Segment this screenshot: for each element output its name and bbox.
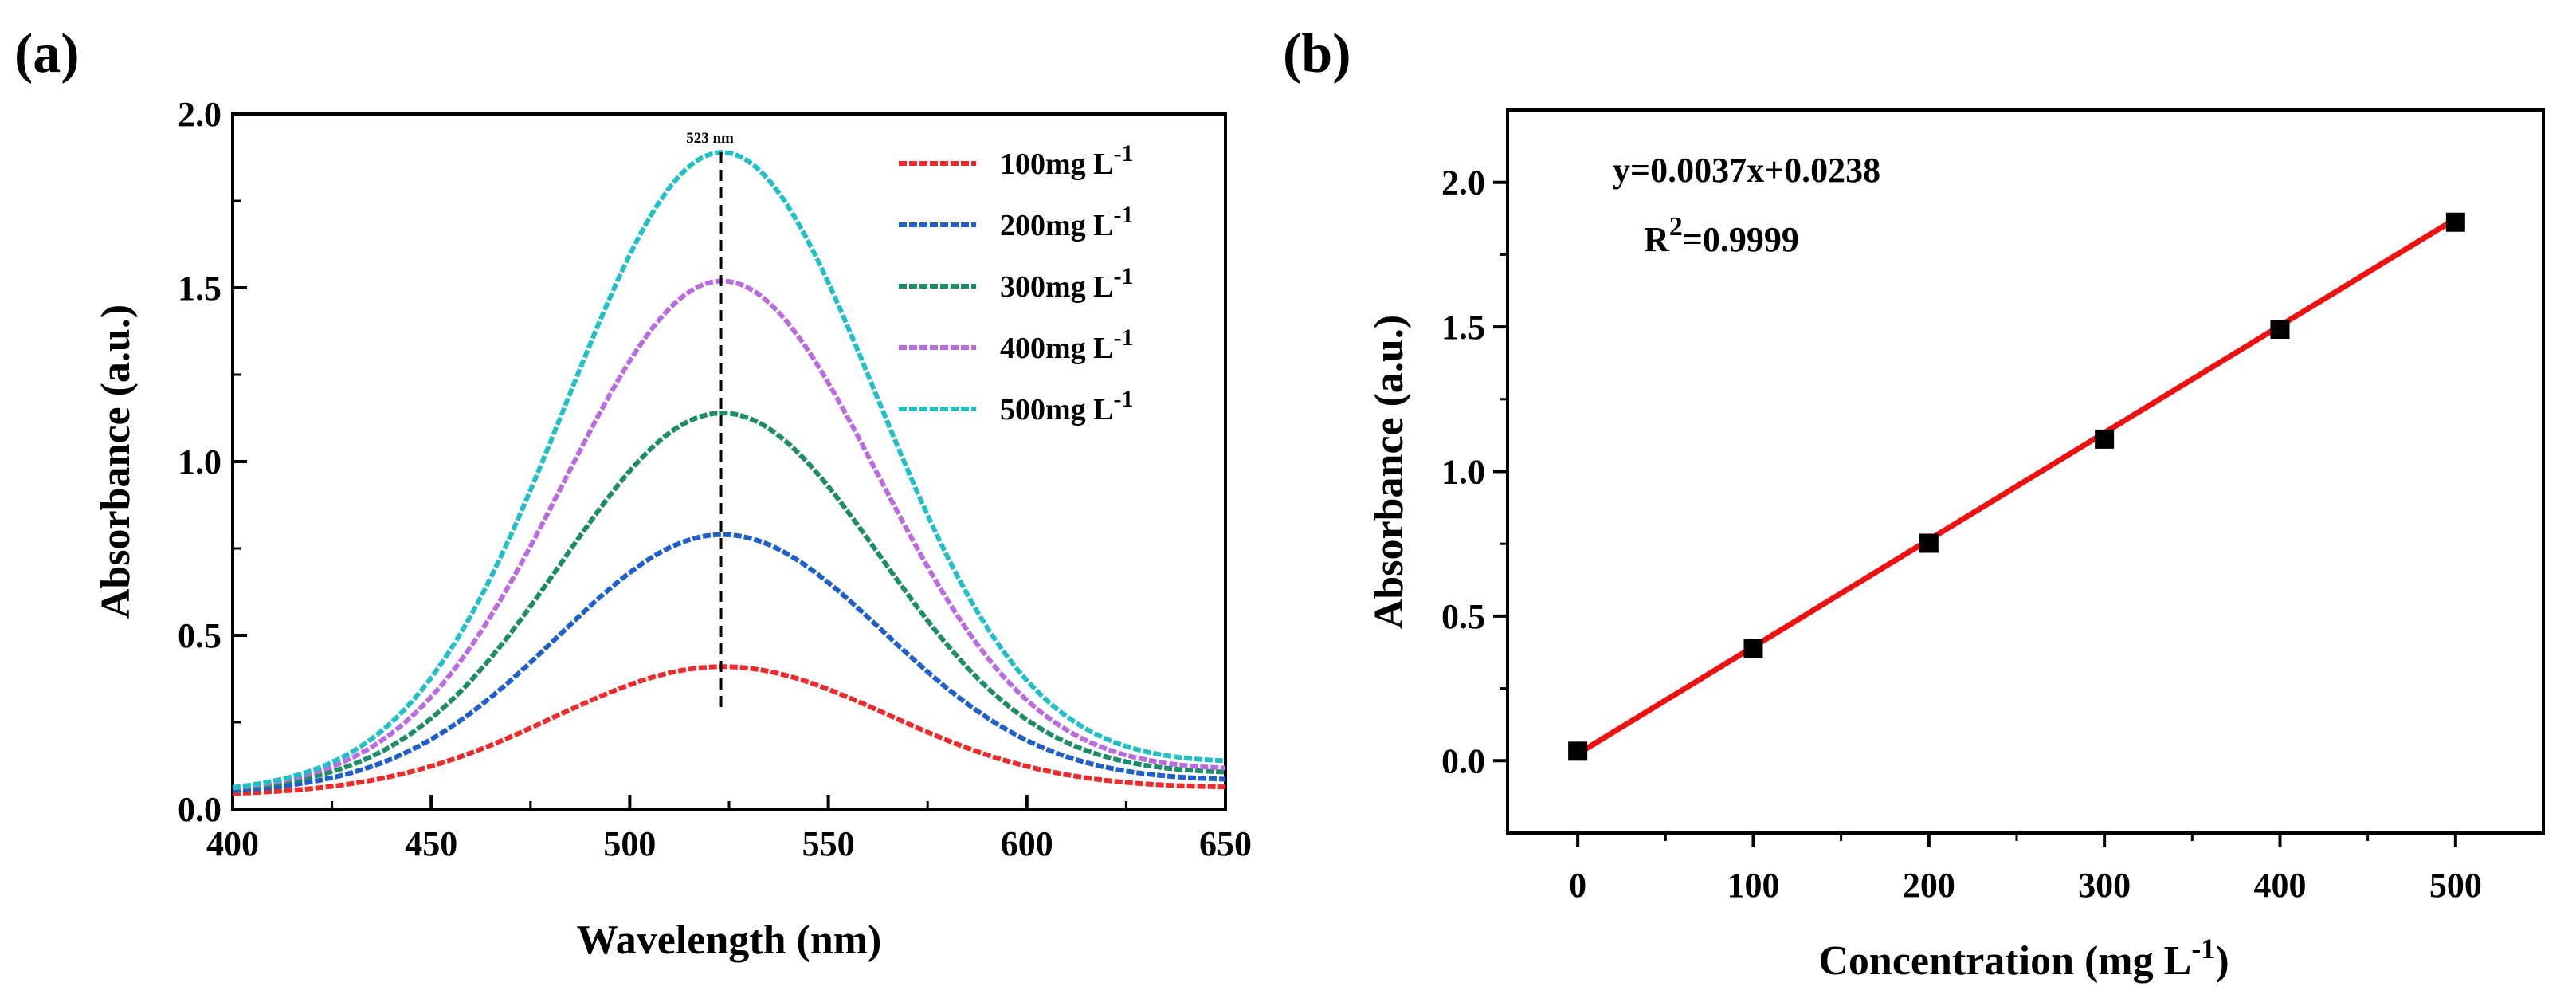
x-tick-label: 650 [1199, 824, 1252, 863]
panel-b-y-ticks: 0.0 0.5 1.0 1.5 2.0 [1441, 163, 1508, 780]
y-tick-label: 2.0 [178, 95, 222, 134]
r-squared-sup: 2 [1669, 212, 1683, 242]
legend-label-sup: -1 [1114, 386, 1134, 412]
panel-b-x-axis-title-end: ) [2215, 938, 2229, 984]
x-tick-label: 500 [603, 824, 656, 863]
panel-a: (a) 0.0 0.5 1.0 1.5 2.0 400 450 500 550 600 650 W… [14, 23, 1252, 963]
y-tick-label: 1.0 [178, 442, 222, 481]
legend-label: 400mg L-1 [1000, 324, 1134, 365]
panel-a-y-axis-title: Absorbance (a.u.) [93, 305, 139, 619]
r-squared-value: =0.9999 [1683, 220, 1799, 259]
absorbance-curve [232, 664, 1226, 796]
peak-label: 523 nm [686, 130, 734, 147]
legend-label: 100mg L-1 [1000, 140, 1134, 181]
data-point [1568, 741, 1588, 761]
panel-b-x-ticks: 0 100 200 300 400 500 [1569, 833, 2482, 905]
y-tick-label: 1.5 [1441, 308, 1485, 347]
data-point [1919, 533, 1939, 553]
panel-a-x-ticks: 400 450 500 550 600 650 [206, 795, 1252, 863]
legend-label: 300mg L-1 [1000, 263, 1134, 304]
absorbance-curve [232, 532, 1226, 793]
x-tick-label: 200 [1903, 866, 1955, 905]
y-tick-label: 0.0 [178, 790, 222, 829]
legend-label-sup: -1 [1114, 140, 1134, 167]
legend-label-sup: -1 [1114, 324, 1134, 351]
panel-b-x-axis-title-sup: -1 [2191, 933, 2215, 965]
data-point [2445, 212, 2465, 232]
legend-label-name: 200mg L [1000, 209, 1114, 242]
x-tick-label: 400 [2253, 866, 2306, 905]
data-point [2270, 320, 2290, 340]
panel-a-x-axis-title: Wavelength (nm) [577, 918, 882, 963]
data-point [2095, 429, 2115, 449]
y-tick-label: 1.0 [1441, 453, 1485, 492]
y-tick-label: 1.5 [178, 269, 222, 308]
data-point [1743, 639, 1763, 658]
x-tick-label: 550 [802, 824, 855, 863]
y-tick-label: 0.0 [1441, 741, 1485, 780]
x-tick-label: 100 [1727, 866, 1779, 905]
legend-label: 500mg L-1 [1000, 386, 1134, 426]
fit-line [1576, 216, 2457, 756]
panel-b-plot-frame [1506, 108, 2545, 835]
x-tick-label: 300 [2078, 866, 2131, 905]
panel-a-series [232, 150, 1226, 796]
panel-b-x-axis-title-main: Concentration (mg L [1818, 938, 2191, 984]
panel-b-label: (b) [1283, 23, 1351, 84]
panel-b: (b) 0.0 0.5 1.0 1.5 2.0 0 100 200 300 400 500 Con… [1283, 23, 2545, 984]
absorbance-curve [232, 411, 1226, 792]
legend-label-sup: -1 [1114, 202, 1134, 228]
legend-label: 200mg L-1 [1000, 202, 1134, 242]
panel-b-y-axis-title: Absorbance (a.u.) [1366, 315, 1412, 629]
x-tick-label: 450 [405, 824, 457, 863]
x-tick-label: 600 [1001, 824, 1053, 863]
legend-label-name: 100mg L [1000, 147, 1114, 181]
x-tick-label: 400 [206, 824, 259, 863]
y-tick-label: 0.5 [1441, 597, 1485, 636]
legend-label-sup: -1 [1114, 263, 1134, 289]
panel-b-data-points [1568, 212, 2465, 761]
legend-label-name: 300mg L [1000, 270, 1114, 304]
x-tick-label: 500 [2429, 866, 2482, 905]
absorbance-curve [232, 150, 1226, 790]
x-tick-label: 0 [1569, 866, 1586, 905]
y-tick-label: 0.5 [178, 616, 222, 655]
legend-label-name: 400mg L [1000, 332, 1114, 365]
panel-a-y-ticks: 0.0 0.5 1.0 1.5 2.0 [178, 95, 247, 829]
panel-b-x-axis-title: Concentration (mg L-1) [1818, 933, 2229, 984]
r-squared: R2=0.9999 [1644, 212, 1799, 259]
y-tick-label: 2.0 [1441, 163, 1485, 202]
r-squared-prefix: R [1644, 220, 1670, 259]
fit-equation: y=0.0037x+0.0238 [1613, 151, 1880, 190]
absorbance-curve [232, 278, 1226, 791]
legend-label-name: 500mg L [1000, 393, 1114, 426]
panel-a-label: (a) [14, 23, 80, 84]
